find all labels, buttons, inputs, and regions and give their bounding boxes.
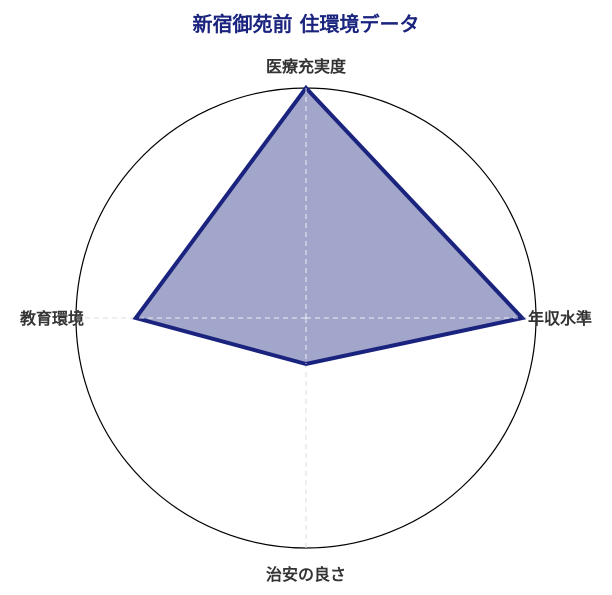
axis-label: 年収水準: [528, 309, 592, 328]
axis-label: 医療充実度: [266, 57, 347, 76]
axis-label: 教育環境: [20, 309, 84, 328]
series-polygon: [132, 84, 527, 367]
chart-title: 新宿御苑前 住環境データ: [192, 12, 420, 36]
axis-label: 治安の良さ: [266, 565, 346, 584]
